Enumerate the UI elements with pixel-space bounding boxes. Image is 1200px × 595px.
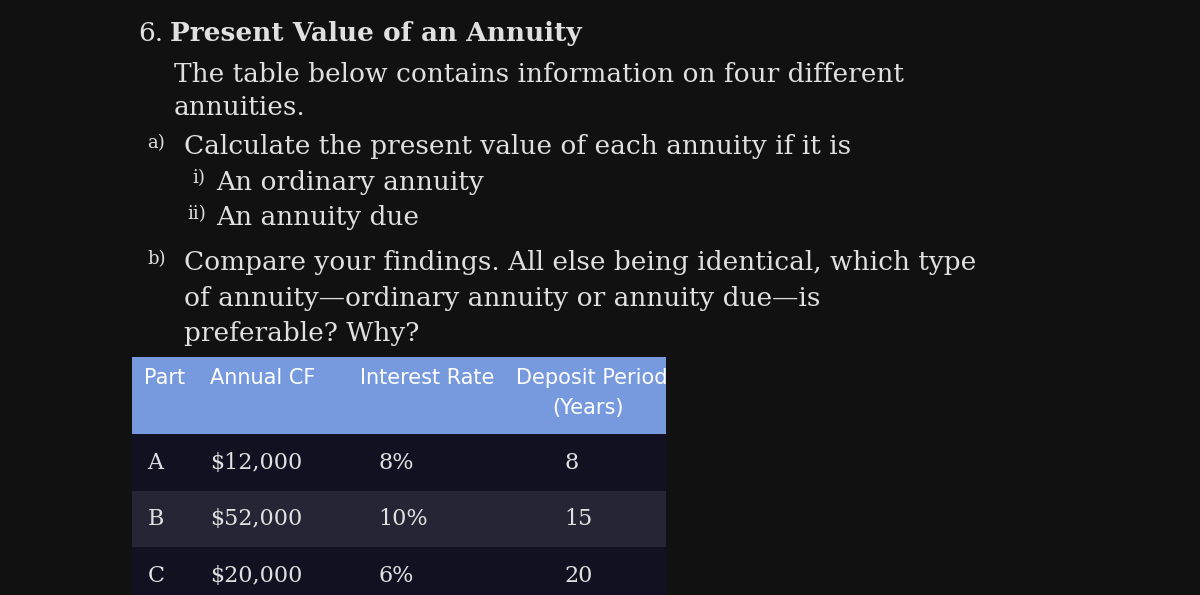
Text: Part: Part bbox=[144, 368, 185, 388]
Text: (Years): (Years) bbox=[552, 397, 624, 418]
Text: An annuity due: An annuity due bbox=[216, 205, 419, 230]
Text: Interest Rate: Interest Rate bbox=[360, 368, 494, 388]
Text: 6%: 6% bbox=[378, 565, 413, 587]
Text: Present Value of an Annuity: Present Value of an Annuity bbox=[170, 21, 582, 46]
Text: A: A bbox=[148, 452, 163, 474]
Text: Deposit Period: Deposit Period bbox=[516, 368, 667, 388]
Text: The table below contains information on four different: The table below contains information on … bbox=[174, 62, 904, 87]
Text: annuities.: annuities. bbox=[174, 95, 306, 120]
Text: B: B bbox=[148, 508, 164, 530]
Text: 6.: 6. bbox=[138, 21, 163, 46]
Text: 8%: 8% bbox=[378, 452, 414, 474]
Text: $20,000: $20,000 bbox=[210, 565, 302, 587]
Text: 8: 8 bbox=[564, 452, 578, 474]
Text: Annual CF: Annual CF bbox=[210, 368, 316, 388]
Text: 15: 15 bbox=[564, 508, 593, 530]
Text: of annuity—ordinary annuity or annuity due—is: of annuity—ordinary annuity or annuity d… bbox=[184, 286, 820, 311]
Text: Calculate the present value of each annuity if it is: Calculate the present value of each annu… bbox=[184, 134, 851, 159]
Text: 20: 20 bbox=[564, 565, 593, 587]
Text: b): b) bbox=[148, 250, 166, 268]
Text: $52,000: $52,000 bbox=[210, 508, 302, 530]
Text: $12,000: $12,000 bbox=[210, 452, 302, 474]
Text: An ordinary annuity: An ordinary annuity bbox=[216, 170, 484, 195]
Text: C: C bbox=[148, 565, 164, 587]
Text: 10%: 10% bbox=[378, 508, 427, 530]
Text: Compare your findings. All else being identical, which type: Compare your findings. All else being id… bbox=[184, 250, 976, 275]
Text: preferable? Why?: preferable? Why? bbox=[184, 321, 419, 346]
Text: i): i) bbox=[192, 170, 205, 187]
Text: ii): ii) bbox=[187, 205, 206, 223]
Text: a): a) bbox=[148, 134, 166, 152]
